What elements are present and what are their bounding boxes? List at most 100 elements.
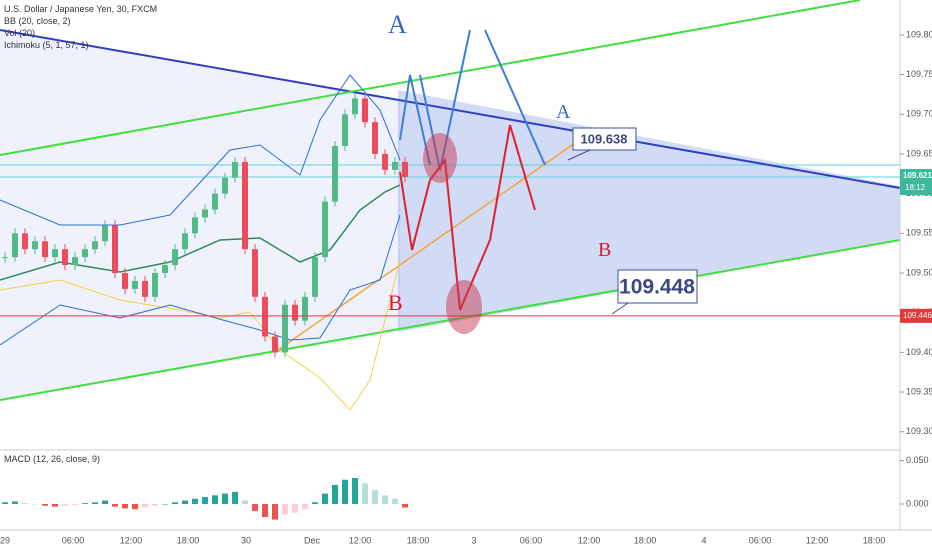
candle [252, 249, 258, 297]
candle [102, 225, 108, 242]
bb-basis [0, 184, 401, 281]
candle [172, 249, 178, 266]
macd-bar [222, 493, 228, 504]
macd-bar [342, 479, 348, 504]
macd-bar [112, 504, 118, 507]
candle [2, 257, 8, 259]
candle [302, 296, 308, 321]
y-tick-label: 0.050 [906, 455, 929, 465]
last-price-label: 109.621 [903, 171, 932, 180]
last-price-badge [900, 168, 932, 195]
macd-bar [382, 495, 388, 504]
x-tick-label: 18:00 [863, 535, 886, 545]
shade-triangle [398, 90, 900, 332]
macd-bar [322, 493, 328, 504]
x-tick-label: 12:00 [578, 535, 601, 545]
x-tick-label: 12:00 [806, 535, 829, 545]
x-tick-label: Dec [304, 535, 321, 545]
candle [202, 209, 208, 218]
macd-bar [132, 504, 138, 510]
callout-box [572, 127, 637, 151]
y-tick-label: 109.700 [906, 109, 932, 119]
macd-bar [282, 504, 288, 515]
macd-bar [92, 502, 98, 504]
candle [242, 161, 248, 250]
candle [112, 225, 118, 274]
y-tick-label: 109.550 [906, 228, 932, 238]
candle [382, 153, 388, 170]
price-badge-label: 109.446 [903, 311, 932, 320]
macd-bar [352, 478, 358, 504]
candle [152, 273, 158, 297]
y-tick-label: 109.500 [906, 267, 932, 277]
candle [272, 336, 278, 353]
y-tick-label: 109.750 [906, 69, 932, 79]
bb-lower [0, 214, 401, 346]
macd-bar [202, 497, 208, 504]
macd-bar [242, 500, 248, 504]
symbol-title: U.S. Dollar / Japanese Yen, 30, FXCM [4, 4, 157, 14]
macd-bar [262, 504, 268, 517]
channel-upper [0, 0, 861, 156]
y-tick-label: 109.300 [906, 426, 932, 436]
y-tick-label: 109.400 [906, 347, 932, 357]
candle [12, 233, 18, 258]
macd-bar [392, 498, 398, 504]
candle [362, 98, 368, 123]
candle [292, 304, 298, 321]
candle [52, 249, 58, 258]
candle [312, 257, 318, 297]
macd-bar [12, 501, 18, 504]
x-tick-label: 18:00 [177, 535, 200, 545]
candle [92, 241, 98, 250]
candle [122, 273, 128, 289]
y-tick-label: 0.000 [906, 498, 929, 508]
candle [82, 249, 88, 258]
callout-pointer [567, 149, 591, 161]
candle [162, 265, 168, 274]
macd-bar [372, 490, 378, 504]
candle [132, 280, 138, 289]
price-badge [900, 308, 932, 323]
candle [182, 233, 188, 250]
macd-bar [212, 495, 218, 504]
x-tick-label: 4 [701, 535, 706, 545]
candle [232, 161, 238, 178]
indicator-label: BB (20, close, 2) [4, 16, 71, 26]
highlight-circle [446, 280, 482, 334]
y-tick-label: 109.800 [906, 29, 932, 39]
candle [332, 146, 338, 202]
macd-bar [302, 504, 308, 510]
indicator-label: Vol (20) [4, 28, 35, 38]
macd-bar [102, 500, 108, 504]
callout-price: 109.638 [581, 131, 628, 146]
macd-bar [2, 502, 8, 504]
trend-line [0, 29, 901, 189]
macd-bar [82, 503, 88, 504]
annotation: A [556, 101, 571, 123]
macd-bar [22, 503, 28, 504]
macd-title: MACD (12, 26, close, 9) [4, 454, 100, 464]
y-tick-label: 109.650 [906, 148, 932, 158]
macd-bar [152, 504, 158, 506]
x-tick-label: 3 [471, 535, 476, 545]
candle [352, 98, 358, 115]
candle [392, 161, 398, 170]
candle [282, 304, 288, 353]
macd-bar [192, 498, 198, 504]
candle [192, 217, 198, 234]
macd-bar [252, 504, 258, 511]
macd-bar [402, 504, 408, 508]
macd-bar [52, 504, 58, 507]
macd-bar [182, 500, 188, 504]
x-tick-label: 18:00 [407, 535, 430, 545]
highlight-circle [423, 133, 457, 183]
macd-bar [312, 502, 318, 504]
macd-bar [32, 504, 38, 505]
macd-bar [62, 504, 68, 506]
candle [342, 114, 348, 147]
macd-bar [72, 504, 78, 505]
candle [402, 161, 408, 177]
candle [72, 257, 78, 266]
annotation: B [598, 239, 611, 261]
